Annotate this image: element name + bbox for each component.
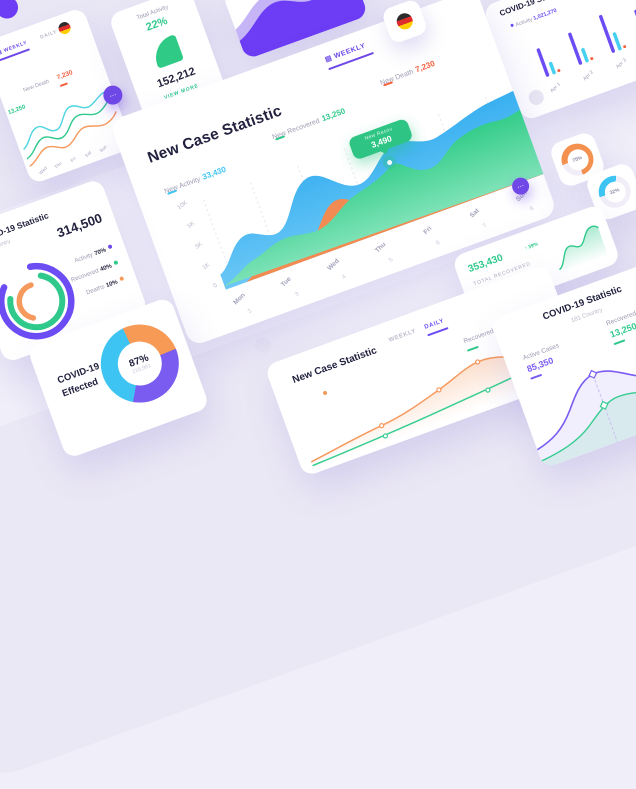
bars-nav-circle[interactable] xyxy=(526,87,546,108)
dashboard-scene: ▤ WEEKLY DAILY New Death 7,230 13,250 We… xyxy=(0,0,636,478)
stat-dash xyxy=(613,339,626,346)
y-tick: 3K xyxy=(194,241,204,251)
total-recovered-card: 353,430 ↑ 39% TOTAL RECOVERED xyxy=(451,203,622,316)
x-date: 2 xyxy=(247,308,254,315)
concentric-donut-chart xyxy=(0,262,75,340)
wave-mini-card xyxy=(221,0,369,60)
effected-donut-chart: 87% 218,981 xyxy=(89,313,190,414)
card-title: New Case Statistic xyxy=(291,345,379,386)
x-date: 8 xyxy=(529,205,536,213)
tab-weekly[interactable]: WEEKLY xyxy=(388,328,418,344)
x-day: Tue xyxy=(280,275,294,289)
pie-wedge-chart xyxy=(156,35,184,68)
x-day: Sat xyxy=(468,207,481,220)
total-activity-card: Total Activity 22% 152,212 VIEW MORE xyxy=(107,0,230,127)
stat-dash xyxy=(59,82,68,88)
tab-daily[interactable]: DAILY xyxy=(39,29,58,41)
stat-dash xyxy=(466,345,479,352)
page-title: New Case Statistic xyxy=(145,102,285,167)
y-tick: 5K xyxy=(186,220,197,230)
german-flag-icon[interactable] xyxy=(56,20,73,36)
purple-wave-chart xyxy=(235,0,369,60)
stat-label: Recovered xyxy=(462,327,495,346)
weekly-death-card: ▤ WEEKLY DAILY New Death 7,230 13,250 We… xyxy=(0,6,134,185)
x-date: 4 xyxy=(341,273,348,281)
mini-area-chart xyxy=(559,225,609,273)
legend-dot xyxy=(510,23,515,28)
legend-deaths: Deaths10% xyxy=(85,276,125,296)
legend-dot xyxy=(107,244,113,250)
total-value: 314,500 xyxy=(54,210,105,241)
y-tick: 10K xyxy=(176,200,189,212)
covid-bars-card: COVID-19 Statistic Activity 1,021,270 Ap… xyxy=(482,0,636,122)
multi-line-chart xyxy=(22,90,117,168)
x-day: Fri xyxy=(422,225,434,236)
gauge-percent: 75% xyxy=(563,146,591,174)
stat-value: 7,230 xyxy=(56,69,74,82)
recovered-delta: ↑ 39% xyxy=(523,241,539,252)
legend-dot xyxy=(322,390,328,396)
covid-statistic-donut-card: COVID-19 Statistic 181 Country 314,500 A… xyxy=(0,178,149,364)
tab-weekly[interactable]: ▤ WEEKLY xyxy=(324,42,367,64)
calendar-icon: ▤ xyxy=(324,54,334,64)
x-date: 7 xyxy=(482,222,489,230)
x-day: Thu xyxy=(373,241,388,255)
donut-center: 87% 218,981 xyxy=(111,335,169,392)
x-day: Mon xyxy=(232,291,247,307)
stat-dash xyxy=(530,373,543,380)
legend-dot xyxy=(113,260,119,266)
card-subtitle: 181 Country xyxy=(0,238,12,255)
x-date: 3 xyxy=(294,291,301,298)
y-tick: 1K xyxy=(201,262,212,272)
left-nav-circle[interactable] xyxy=(0,160,17,180)
ring-gauge: 32% xyxy=(594,171,636,213)
bottom-nav-circ[interactable] xyxy=(252,335,274,356)
gauge-percent: 32% xyxy=(601,178,629,206)
area-chart xyxy=(203,85,555,290)
dots-icon: ⋯ xyxy=(516,182,526,192)
x-date: 5 xyxy=(388,256,395,264)
y-tick: 0 xyxy=(212,282,219,290)
new-case-statistic-card: ▤ WEEKLY DAILY New Case Statistic New Ac… xyxy=(109,0,558,347)
legend-dot xyxy=(119,276,125,282)
grouped-bar-chart xyxy=(536,9,636,77)
x-day: Wed xyxy=(326,257,342,273)
x-date: 6 xyxy=(435,239,442,247)
legend-activity: Activity70% xyxy=(74,244,114,264)
dots-icon: ⋯ xyxy=(108,91,118,101)
german-flag-icon xyxy=(394,11,416,32)
stat-label: New Death xyxy=(22,78,51,94)
